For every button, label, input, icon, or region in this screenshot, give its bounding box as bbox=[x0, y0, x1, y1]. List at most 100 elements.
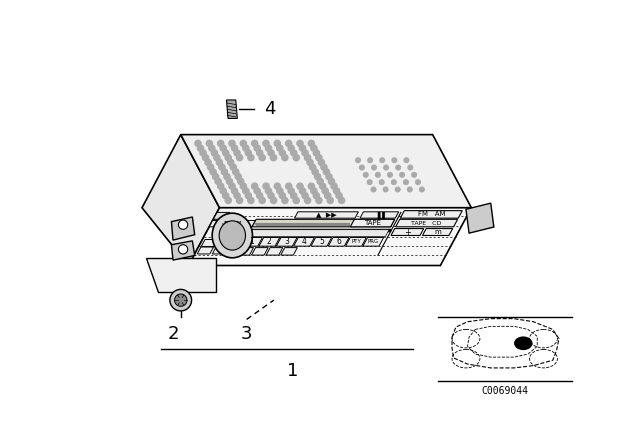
Circle shape bbox=[232, 188, 237, 194]
Circle shape bbox=[225, 198, 231, 203]
Text: FM   AM: FM AM bbox=[417, 211, 445, 217]
Text: m: m bbox=[434, 229, 441, 235]
Circle shape bbox=[293, 198, 300, 203]
Circle shape bbox=[232, 145, 237, 151]
Circle shape bbox=[223, 193, 229, 199]
Polygon shape bbox=[466, 203, 494, 233]
Circle shape bbox=[300, 145, 306, 151]
Circle shape bbox=[263, 183, 269, 189]
Polygon shape bbox=[400, 211, 462, 218]
Circle shape bbox=[254, 145, 260, 151]
Circle shape bbox=[400, 172, 404, 177]
Circle shape bbox=[257, 193, 263, 199]
Circle shape bbox=[220, 188, 227, 194]
Polygon shape bbox=[201, 240, 218, 246]
Circle shape bbox=[243, 188, 249, 194]
Circle shape bbox=[313, 150, 319, 156]
Circle shape bbox=[274, 140, 280, 146]
Circle shape bbox=[322, 188, 328, 194]
Polygon shape bbox=[294, 212, 358, 218]
Circle shape bbox=[235, 173, 241, 180]
Circle shape bbox=[302, 193, 308, 199]
Text: 3: 3 bbox=[241, 325, 252, 343]
Circle shape bbox=[339, 198, 345, 203]
Circle shape bbox=[326, 173, 332, 180]
Circle shape bbox=[388, 172, 392, 177]
Polygon shape bbox=[391, 228, 424, 236]
Circle shape bbox=[233, 169, 239, 175]
Circle shape bbox=[308, 183, 314, 189]
Circle shape bbox=[336, 193, 342, 199]
Polygon shape bbox=[422, 228, 452, 236]
Text: 2: 2 bbox=[167, 325, 179, 343]
Circle shape bbox=[245, 150, 252, 156]
Circle shape bbox=[240, 140, 246, 146]
Circle shape bbox=[305, 198, 310, 203]
Circle shape bbox=[175, 294, 187, 306]
Circle shape bbox=[215, 178, 221, 185]
Polygon shape bbox=[213, 212, 230, 220]
Circle shape bbox=[282, 155, 288, 161]
Circle shape bbox=[279, 150, 285, 156]
Circle shape bbox=[408, 165, 413, 170]
Circle shape bbox=[404, 158, 409, 163]
Circle shape bbox=[300, 188, 306, 194]
Circle shape bbox=[223, 150, 229, 156]
Circle shape bbox=[266, 145, 271, 151]
Circle shape bbox=[312, 169, 318, 175]
Circle shape bbox=[297, 140, 303, 146]
Circle shape bbox=[416, 180, 420, 185]
Circle shape bbox=[271, 155, 276, 161]
Polygon shape bbox=[189, 208, 472, 266]
Text: ▐▐: ▐▐ bbox=[374, 211, 385, 219]
Polygon shape bbox=[180, 134, 472, 208]
Polygon shape bbox=[252, 248, 268, 255]
Circle shape bbox=[227, 178, 232, 185]
Circle shape bbox=[205, 159, 211, 165]
Circle shape bbox=[364, 172, 368, 177]
Circle shape bbox=[396, 165, 401, 170]
Circle shape bbox=[420, 187, 424, 192]
Circle shape bbox=[288, 145, 294, 151]
Circle shape bbox=[245, 193, 252, 199]
Text: 4: 4 bbox=[264, 100, 276, 118]
Circle shape bbox=[236, 155, 243, 161]
Text: BUSINESS: BUSINESS bbox=[221, 223, 242, 227]
Circle shape bbox=[412, 172, 417, 177]
Polygon shape bbox=[146, 258, 216, 293]
Circle shape bbox=[313, 193, 319, 199]
Circle shape bbox=[243, 145, 249, 151]
Circle shape bbox=[274, 183, 280, 189]
Circle shape bbox=[228, 159, 234, 165]
Circle shape bbox=[207, 164, 214, 170]
Circle shape bbox=[214, 155, 220, 161]
Circle shape bbox=[179, 245, 188, 254]
Circle shape bbox=[236, 198, 243, 203]
Polygon shape bbox=[242, 237, 262, 246]
Polygon shape bbox=[259, 237, 280, 246]
Circle shape bbox=[321, 164, 327, 170]
Circle shape bbox=[314, 173, 321, 180]
Circle shape bbox=[367, 180, 372, 185]
Text: +: + bbox=[404, 228, 411, 237]
Circle shape bbox=[254, 188, 260, 194]
Circle shape bbox=[210, 169, 216, 175]
Polygon shape bbox=[247, 230, 389, 237]
Polygon shape bbox=[227, 100, 237, 118]
Circle shape bbox=[368, 158, 372, 163]
Circle shape bbox=[404, 180, 408, 185]
Circle shape bbox=[380, 180, 384, 185]
Polygon shape bbox=[363, 237, 383, 246]
Circle shape bbox=[311, 188, 317, 194]
Text: TAPE: TAPE bbox=[364, 220, 381, 226]
Circle shape bbox=[297, 183, 303, 189]
Circle shape bbox=[234, 150, 240, 156]
Circle shape bbox=[371, 187, 376, 192]
Polygon shape bbox=[142, 134, 220, 266]
Circle shape bbox=[257, 150, 263, 156]
Circle shape bbox=[380, 158, 385, 163]
Circle shape bbox=[263, 140, 269, 146]
Circle shape bbox=[195, 140, 201, 146]
Circle shape bbox=[285, 183, 292, 189]
Circle shape bbox=[276, 188, 283, 194]
